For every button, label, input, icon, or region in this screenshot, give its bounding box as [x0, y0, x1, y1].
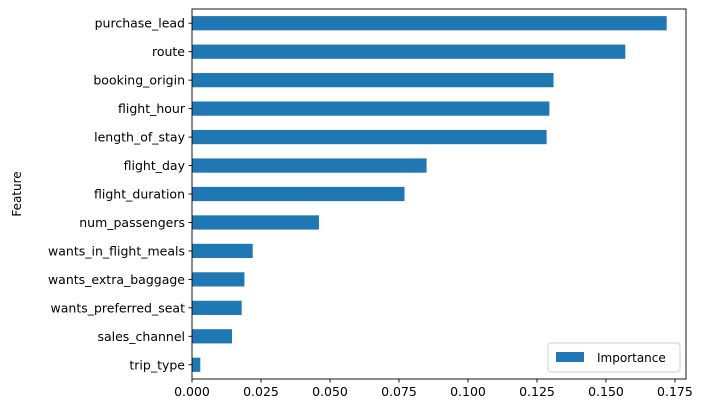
bar-route: [192, 44, 626, 59]
legend-box: [547, 342, 681, 373]
y-tick-label: wants_extra_baggage: [48, 272, 185, 287]
y-tick-label: route: [152, 44, 185, 59]
bars-group: [192, 16, 667, 372]
bar-flight-hour: [192, 101, 550, 116]
bar-wants-extra-baggage: [192, 272, 245, 287]
legend-swatch-importance: [556, 352, 584, 362]
x-tick-label: 0.025: [243, 384, 279, 399]
y-tick-label: num_passengers: [79, 215, 185, 230]
y-tick-label: flight_duration: [94, 187, 185, 202]
bar-sales-channel: [192, 329, 233, 344]
x-tick-label: 0.050: [312, 384, 348, 399]
x-tick-label: 0.100: [450, 384, 486, 399]
bar-booking-origin: [192, 73, 554, 88]
y-tick-label: wants_in_flight_meals: [48, 243, 185, 258]
y-tick-label: length_of_stay: [94, 130, 185, 145]
y-tick-label: purchase_lead: [95, 16, 185, 31]
x-tick-group: 0.000 0.025 0.050 0.075 0.100 0.125 0.150 0.175: [174, 379, 693, 399]
bar-trip-type: [192, 357, 201, 372]
y-tick-label: trip_type: [129, 357, 185, 372]
y-tick-label: wants_preferred_seat: [51, 300, 186, 315]
legend-label-importance: Importance: [597, 351, 666, 365]
x-tick-label: 0.150: [588, 384, 624, 399]
y-axis-label: Feature: [10, 171, 24, 216]
bar-purchase-lead: [192, 16, 667, 31]
x-tick-label: 0.125: [519, 384, 555, 399]
y-tick-label: flight_day: [124, 158, 186, 173]
y-tick-label: booking_origin: [93, 73, 185, 88]
x-tick-label: 0.175: [657, 384, 693, 399]
bar-wants-in-flight-meals: [192, 243, 253, 259]
y-tick-label: sales_channel: [97, 329, 185, 344]
bar-num-passengers: [192, 215, 319, 230]
bar-flight-duration: [192, 186, 405, 202]
y-tick-label: flight_hour: [118, 101, 186, 116]
bar-length-of-stay: [192, 129, 547, 145]
bar-wants-preferred-seat: [192, 300, 242, 315]
x-tick-label: 0.075: [381, 384, 417, 399]
legend: Importance: [547, 342, 681, 373]
bar-flight-day: [192, 158, 427, 173]
x-tick-label: 0.000: [174, 384, 210, 399]
plot-area-frame: [191, 8, 687, 380]
